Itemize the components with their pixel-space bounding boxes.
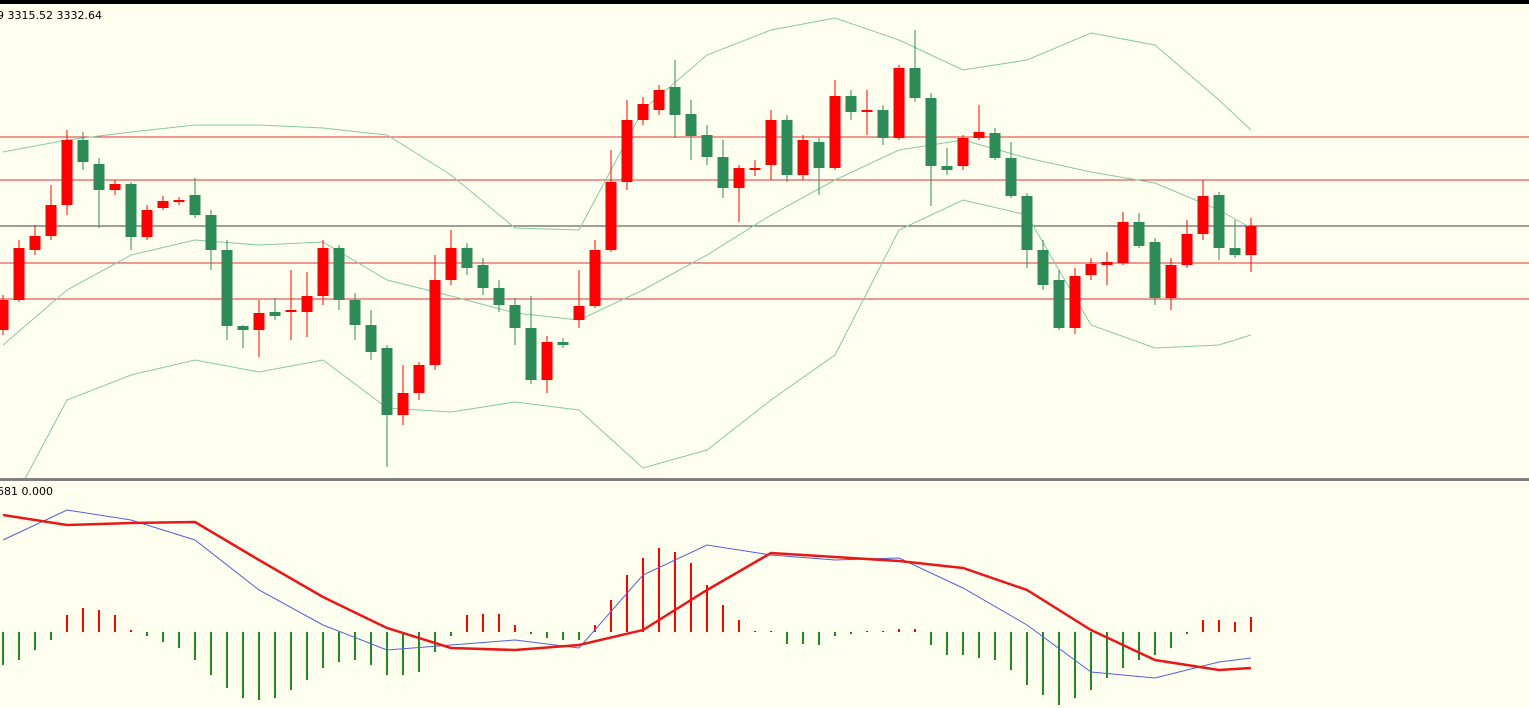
candle-body xyxy=(93,164,105,190)
candle-body xyxy=(205,215,217,250)
candle-body xyxy=(109,184,121,190)
candle-body xyxy=(1005,158,1017,196)
candle-body xyxy=(349,300,361,325)
candle-body xyxy=(1085,264,1097,275)
candle-body xyxy=(781,120,793,175)
candle-body xyxy=(589,250,601,306)
candle-body xyxy=(253,313,265,330)
candle-body xyxy=(0,300,9,330)
candle-body xyxy=(509,305,521,328)
candle-body xyxy=(397,393,409,415)
candle-body xyxy=(1133,222,1145,246)
candle-body xyxy=(909,68,921,98)
candle-body xyxy=(525,328,537,380)
candle-body xyxy=(413,365,425,393)
candle-body xyxy=(685,114,697,136)
candle-body xyxy=(941,166,953,170)
candle-body xyxy=(1021,196,1033,250)
top-border xyxy=(0,0,1529,4)
candle-body xyxy=(381,348,393,415)
candle-body xyxy=(221,250,233,326)
candle-body xyxy=(813,142,825,168)
price-header: 9 3315.52 3332.64 xyxy=(0,9,102,22)
candle-body xyxy=(957,138,969,166)
candle-body xyxy=(285,310,297,312)
candle-body xyxy=(1037,250,1049,285)
candle-body xyxy=(333,248,345,300)
candle-body xyxy=(1053,280,1065,328)
candle-body xyxy=(45,205,57,236)
panel-separator xyxy=(0,478,1529,481)
candle-body xyxy=(125,184,137,237)
candle-body xyxy=(461,248,473,268)
candle-body xyxy=(1117,222,1129,263)
candle-body xyxy=(749,168,761,170)
candle-body xyxy=(573,306,585,320)
candle-body xyxy=(701,135,713,157)
candle-body xyxy=(861,110,873,112)
candle-body xyxy=(1165,265,1177,298)
price-panel xyxy=(0,17,1529,478)
candle-body xyxy=(269,312,281,316)
candle-body xyxy=(621,120,633,182)
candle-body xyxy=(989,133,1001,158)
candle-body xyxy=(829,96,841,168)
candle-body xyxy=(77,140,89,162)
candle-body xyxy=(1229,248,1241,255)
candle-body xyxy=(973,132,985,138)
candle-body xyxy=(1149,242,1161,298)
candle-body xyxy=(717,157,729,188)
candle-body xyxy=(141,210,153,237)
candle-body xyxy=(1245,226,1257,255)
macd-panel xyxy=(2,509,1252,705)
candle-body xyxy=(429,280,441,365)
candle-body xyxy=(605,182,617,250)
candle-body xyxy=(189,195,201,215)
candle-body xyxy=(445,248,457,280)
candle-body xyxy=(1197,196,1209,234)
candle-body xyxy=(1181,234,1193,265)
candle-body xyxy=(477,265,489,288)
candle-body xyxy=(733,168,745,188)
candle-body xyxy=(157,201,169,208)
candle-body xyxy=(1101,262,1113,265)
candle-body xyxy=(877,110,889,138)
candle-body xyxy=(317,248,329,296)
candle-body xyxy=(61,140,73,205)
indicator-line xyxy=(2,509,1252,679)
candle-body xyxy=(493,288,505,305)
candle-body xyxy=(13,248,25,300)
candle-body xyxy=(1069,276,1081,328)
macd-header: 681 0.000 xyxy=(0,485,53,498)
candle-body xyxy=(1213,195,1225,248)
candle-body xyxy=(765,120,777,165)
candle-body xyxy=(173,200,185,202)
candle-body xyxy=(637,104,649,120)
candle-body xyxy=(797,140,809,175)
candle-body xyxy=(237,326,249,330)
candle-body xyxy=(557,342,569,345)
indicator-line xyxy=(2,513,1252,672)
candle-body xyxy=(301,296,313,312)
candle-body xyxy=(541,342,553,380)
candle-body xyxy=(653,90,665,110)
candle-body xyxy=(845,96,857,112)
candle-body xyxy=(669,87,681,115)
candle-body xyxy=(29,236,41,250)
candle-body xyxy=(925,98,937,166)
candle-body xyxy=(365,325,377,352)
candle-body xyxy=(893,68,905,138)
